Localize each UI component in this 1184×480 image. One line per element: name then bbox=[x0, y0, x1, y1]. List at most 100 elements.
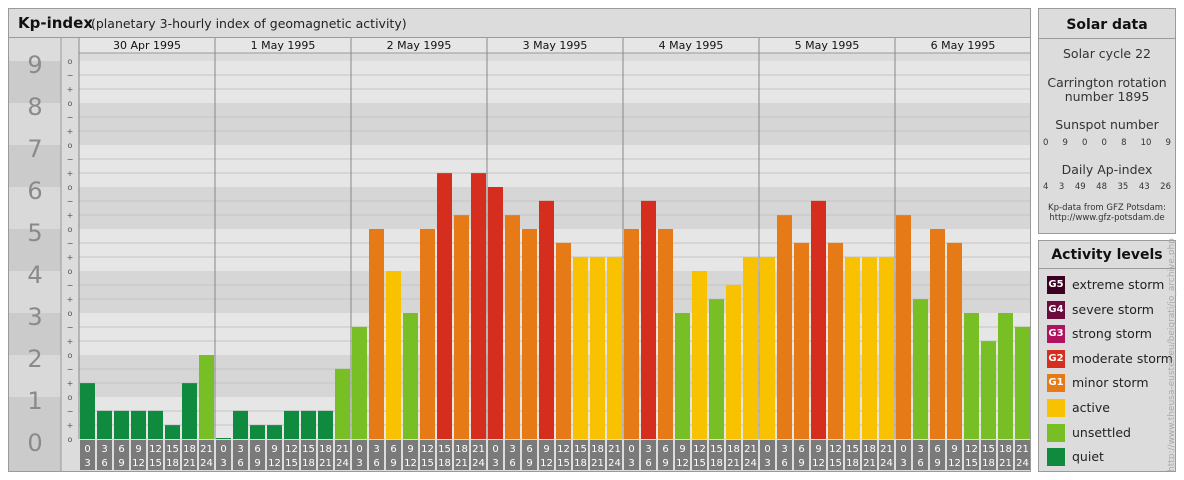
hour-start-label: 12 bbox=[421, 444, 434, 455]
hour-end-label: 24 bbox=[472, 458, 485, 469]
hour-end-label: 6 bbox=[373, 458, 379, 469]
hour-end-label: 18 bbox=[710, 458, 723, 469]
y-axis-band bbox=[9, 229, 61, 271]
hour-label-box bbox=[182, 440, 197, 470]
hour-label-box bbox=[131, 440, 146, 470]
hour-start-label: 12 bbox=[829, 444, 842, 455]
hour-label-box bbox=[556, 440, 571, 470]
hour-label-box bbox=[386, 440, 401, 470]
ap-index-value: 43 bbox=[1138, 182, 1150, 192]
sunspot-value: 0 bbox=[1082, 138, 1088, 148]
hour-end-label: 6 bbox=[645, 458, 651, 469]
sunspot-value: 10 bbox=[1140, 138, 1152, 148]
hour-end-label: 21 bbox=[455, 458, 468, 469]
hour-end-label: 24 bbox=[1016, 458, 1029, 469]
y-axis-band bbox=[9, 271, 61, 313]
kp-bar bbox=[522, 229, 537, 439]
legend-swatch: G1 bbox=[1047, 374, 1065, 393]
kp-bar bbox=[675, 313, 690, 439]
hour-label-box bbox=[420, 440, 435, 470]
kp-band bbox=[79, 103, 1030, 145]
hour-start-label: 15 bbox=[302, 444, 315, 455]
y-subtick-label: − bbox=[67, 197, 74, 206]
chart-title: Kp-index bbox=[18, 14, 93, 32]
hour-label-box bbox=[726, 440, 741, 470]
hour-end-label: 12 bbox=[676, 458, 689, 469]
legend-swatch: G3 bbox=[1047, 325, 1065, 344]
hour-end-label: 24 bbox=[880, 458, 893, 469]
y-subtick-label: − bbox=[67, 155, 74, 164]
y-subtick-label: + bbox=[67, 379, 74, 388]
date-label: 1 May 1995 bbox=[251, 39, 316, 52]
kp-bar bbox=[471, 173, 486, 439]
chart-header: Kp-index (planetary 3-hourly index of ge… bbox=[9, 9, 1030, 38]
hour-start-label: 6 bbox=[526, 444, 532, 455]
kp-bar bbox=[828, 242, 843, 439]
hour-end-label: 9 bbox=[934, 458, 940, 469]
y-subtick-label: + bbox=[67, 421, 74, 430]
hour-end-label: 24 bbox=[608, 458, 621, 469]
sunspot-value: 9 bbox=[1165, 138, 1171, 148]
date-label: 3 May 1995 bbox=[523, 39, 588, 52]
hour-label-box bbox=[301, 440, 316, 470]
hour-label-box bbox=[318, 440, 333, 470]
credit-line1: Kp-data from GFZ Potsdam: bbox=[1048, 203, 1166, 213]
solar-cycle: Solar cycle 22 bbox=[1062, 46, 1151, 61]
hour-end-label: 15 bbox=[285, 458, 298, 469]
y-tick-label: 4 bbox=[27, 261, 42, 289]
y-axis-band bbox=[9, 145, 61, 187]
y-subtick-label: o bbox=[68, 435, 73, 444]
legend-label: extreme storm bbox=[1072, 277, 1165, 292]
kp-bar bbox=[335, 368, 350, 439]
hour-start-label: 6 bbox=[118, 444, 124, 455]
hour-label-box bbox=[930, 440, 945, 470]
hour-end-label: 3 bbox=[764, 458, 770, 469]
kp-bar bbox=[845, 257, 860, 439]
hour-end-label: 12 bbox=[812, 458, 825, 469]
hour-label-box bbox=[539, 440, 554, 470]
activity-levels-panel: Activity levels G5 extreme storm G4 severe … bbox=[1038, 240, 1176, 472]
ap-index-values: 4 3 49 48 35 43 26 bbox=[1043, 182, 1171, 192]
hour-end-label: 18 bbox=[846, 458, 859, 469]
y-axis-band bbox=[9, 355, 61, 397]
hour-label-box bbox=[590, 440, 605, 470]
hour-start-label: 15 bbox=[710, 444, 723, 455]
hour-label-box bbox=[641, 440, 656, 470]
y-tick-label: 6 bbox=[27, 177, 42, 205]
legend-swatch bbox=[1047, 423, 1065, 442]
kp-bar bbox=[80, 383, 95, 439]
y-subtick-label: + bbox=[67, 295, 74, 304]
hour-end-label: 12 bbox=[268, 458, 281, 469]
hour-end-label: 15 bbox=[421, 458, 434, 469]
hour-start-label: 6 bbox=[390, 444, 396, 455]
kp-bar bbox=[539, 200, 554, 439]
legend-label: active bbox=[1072, 400, 1110, 415]
hour-end-label: 21 bbox=[863, 458, 876, 469]
hour-start-label: 3 bbox=[237, 444, 243, 455]
hour-label-box bbox=[505, 440, 520, 470]
hour-start-label: 3 bbox=[373, 444, 379, 455]
hour-start-label: 12 bbox=[557, 444, 570, 455]
y-subtick-label: o bbox=[68, 183, 73, 192]
hour-label-box bbox=[114, 440, 129, 470]
watermark: http://www.theusa-euster.eu/beigrati/jo_… bbox=[1167, 238, 1177, 472]
hour-start-label: 9 bbox=[951, 444, 957, 455]
kp-bar bbox=[964, 313, 979, 439]
hour-end-label: 15 bbox=[149, 458, 162, 469]
hour-end-label: 18 bbox=[982, 458, 995, 469]
y-subtick-label: + bbox=[67, 253, 74, 262]
hour-start-label: 3 bbox=[781, 444, 787, 455]
hour-start-label: 18 bbox=[999, 444, 1012, 455]
hour-label-box bbox=[794, 440, 809, 470]
credit-line2: http://www.gfz-potsdam.de bbox=[1049, 213, 1165, 223]
date-label: 2 May 1995 bbox=[387, 39, 452, 52]
kp-bar bbox=[403, 313, 418, 439]
hour-label-box bbox=[335, 440, 350, 470]
kp-band bbox=[79, 187, 1030, 229]
y-subtick-label: o bbox=[68, 57, 73, 66]
sunspot-value: 9 bbox=[1062, 138, 1068, 148]
hour-start-label: 18 bbox=[319, 444, 332, 455]
date-label: 5 May 1995 bbox=[795, 39, 860, 52]
date-label: 6 May 1995 bbox=[931, 39, 996, 52]
kp-bar bbox=[267, 425, 282, 439]
